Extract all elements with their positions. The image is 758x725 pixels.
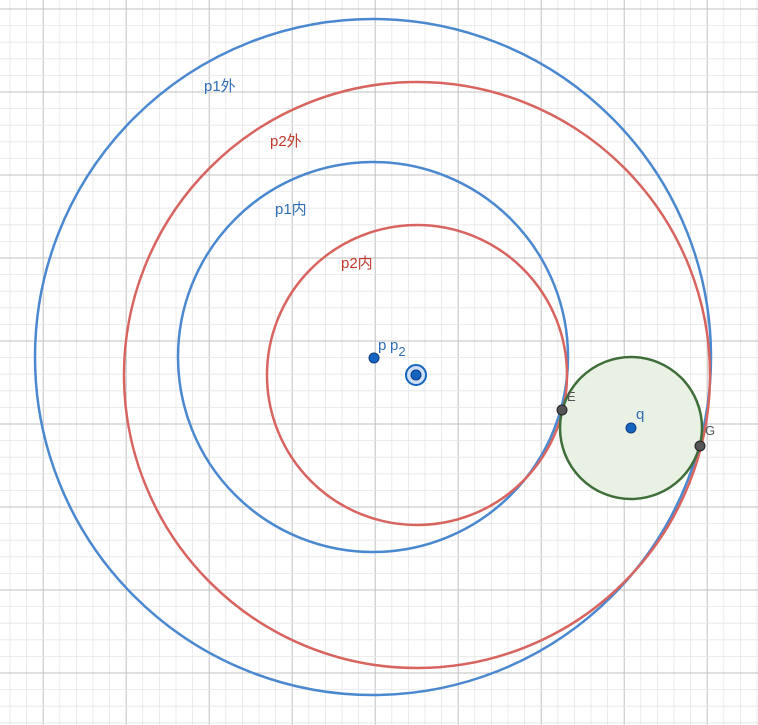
label-point-q: q [636, 406, 644, 423]
label-point-p2: p2 [390, 337, 406, 359]
label-point-p2-main: p [390, 337, 398, 354]
label-point-e: E [567, 389, 576, 404]
circle-p1-outer[interactable] [33, 17, 713, 697]
point-e[interactable] [556, 404, 568, 416]
circle-p2-inner[interactable] [265, 223, 569, 527]
point-g[interactable] [694, 440, 706, 452]
label-p2-inner: p2内 [341, 255, 373, 272]
circle-p1-inner[interactable] [176, 160, 570, 554]
label-p1-outer: p1外 [204, 78, 236, 95]
label-p1-inner: p1内 [275, 201, 307, 218]
circle-p2-outer[interactable] [122, 80, 712, 670]
point-q[interactable] [625, 422, 637, 434]
label-p2-outer: p2外 [270, 133, 302, 150]
label-point-g: G [705, 423, 715, 438]
label-point-p2-sub: 2 [398, 344, 405, 359]
point-p2[interactable] [410, 369, 422, 381]
point-p[interactable] [368, 352, 380, 364]
label-point-p: p [378, 337, 386, 354]
